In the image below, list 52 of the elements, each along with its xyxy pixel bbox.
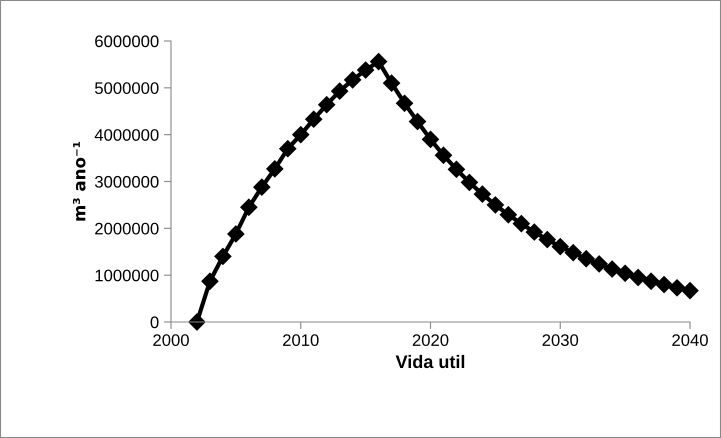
point [604,260,621,278]
point [486,196,504,214]
y-tick-label: 0 [150,316,159,328]
point [500,206,517,224]
point [460,174,478,191]
point [422,130,440,148]
y-tick-label: 5000000 [94,82,159,94]
point [396,94,414,112]
y-tick-label: 6000000 [95,35,159,48]
point [357,61,374,79]
point [370,53,388,70]
point [318,96,336,114]
x-tick-label: 2020 [412,334,448,346]
point [266,160,284,178]
point [331,82,348,100]
point [642,272,660,290]
point [408,113,426,130]
point [616,264,634,282]
point [656,276,673,294]
point [279,140,296,158]
x-tick-label: 2040 [672,334,708,346]
y-tick-label: 1000000 [96,270,159,282]
y-tick-label: 3000000 [94,176,159,188]
point [253,178,270,196]
x-axis-title: Vida util [396,354,464,368]
x-tick-label: 2000 [153,334,189,346]
point [512,215,530,232]
point [578,250,595,268]
point [590,255,608,272]
point [383,74,400,92]
point [538,231,556,248]
point [552,238,569,256]
point [564,244,582,262]
point [630,268,647,286]
point [681,282,699,300]
point [474,186,491,203]
point [526,224,543,241]
point [227,225,244,243]
point [448,160,465,178]
point [344,71,362,88]
point [240,198,258,216]
y-tick-label: 4000000 [94,129,159,141]
point [292,126,310,144]
point [201,272,218,290]
x-tick-label: 2030 [542,334,578,346]
y-axis-title: m³ ano⁻¹ [72,142,86,221]
point [305,110,322,128]
x-tick-label: 2010 [283,334,319,346]
point [668,279,686,296]
point [434,146,452,164]
y-tick-label: 2000000 [95,222,159,235]
point [214,248,232,265]
